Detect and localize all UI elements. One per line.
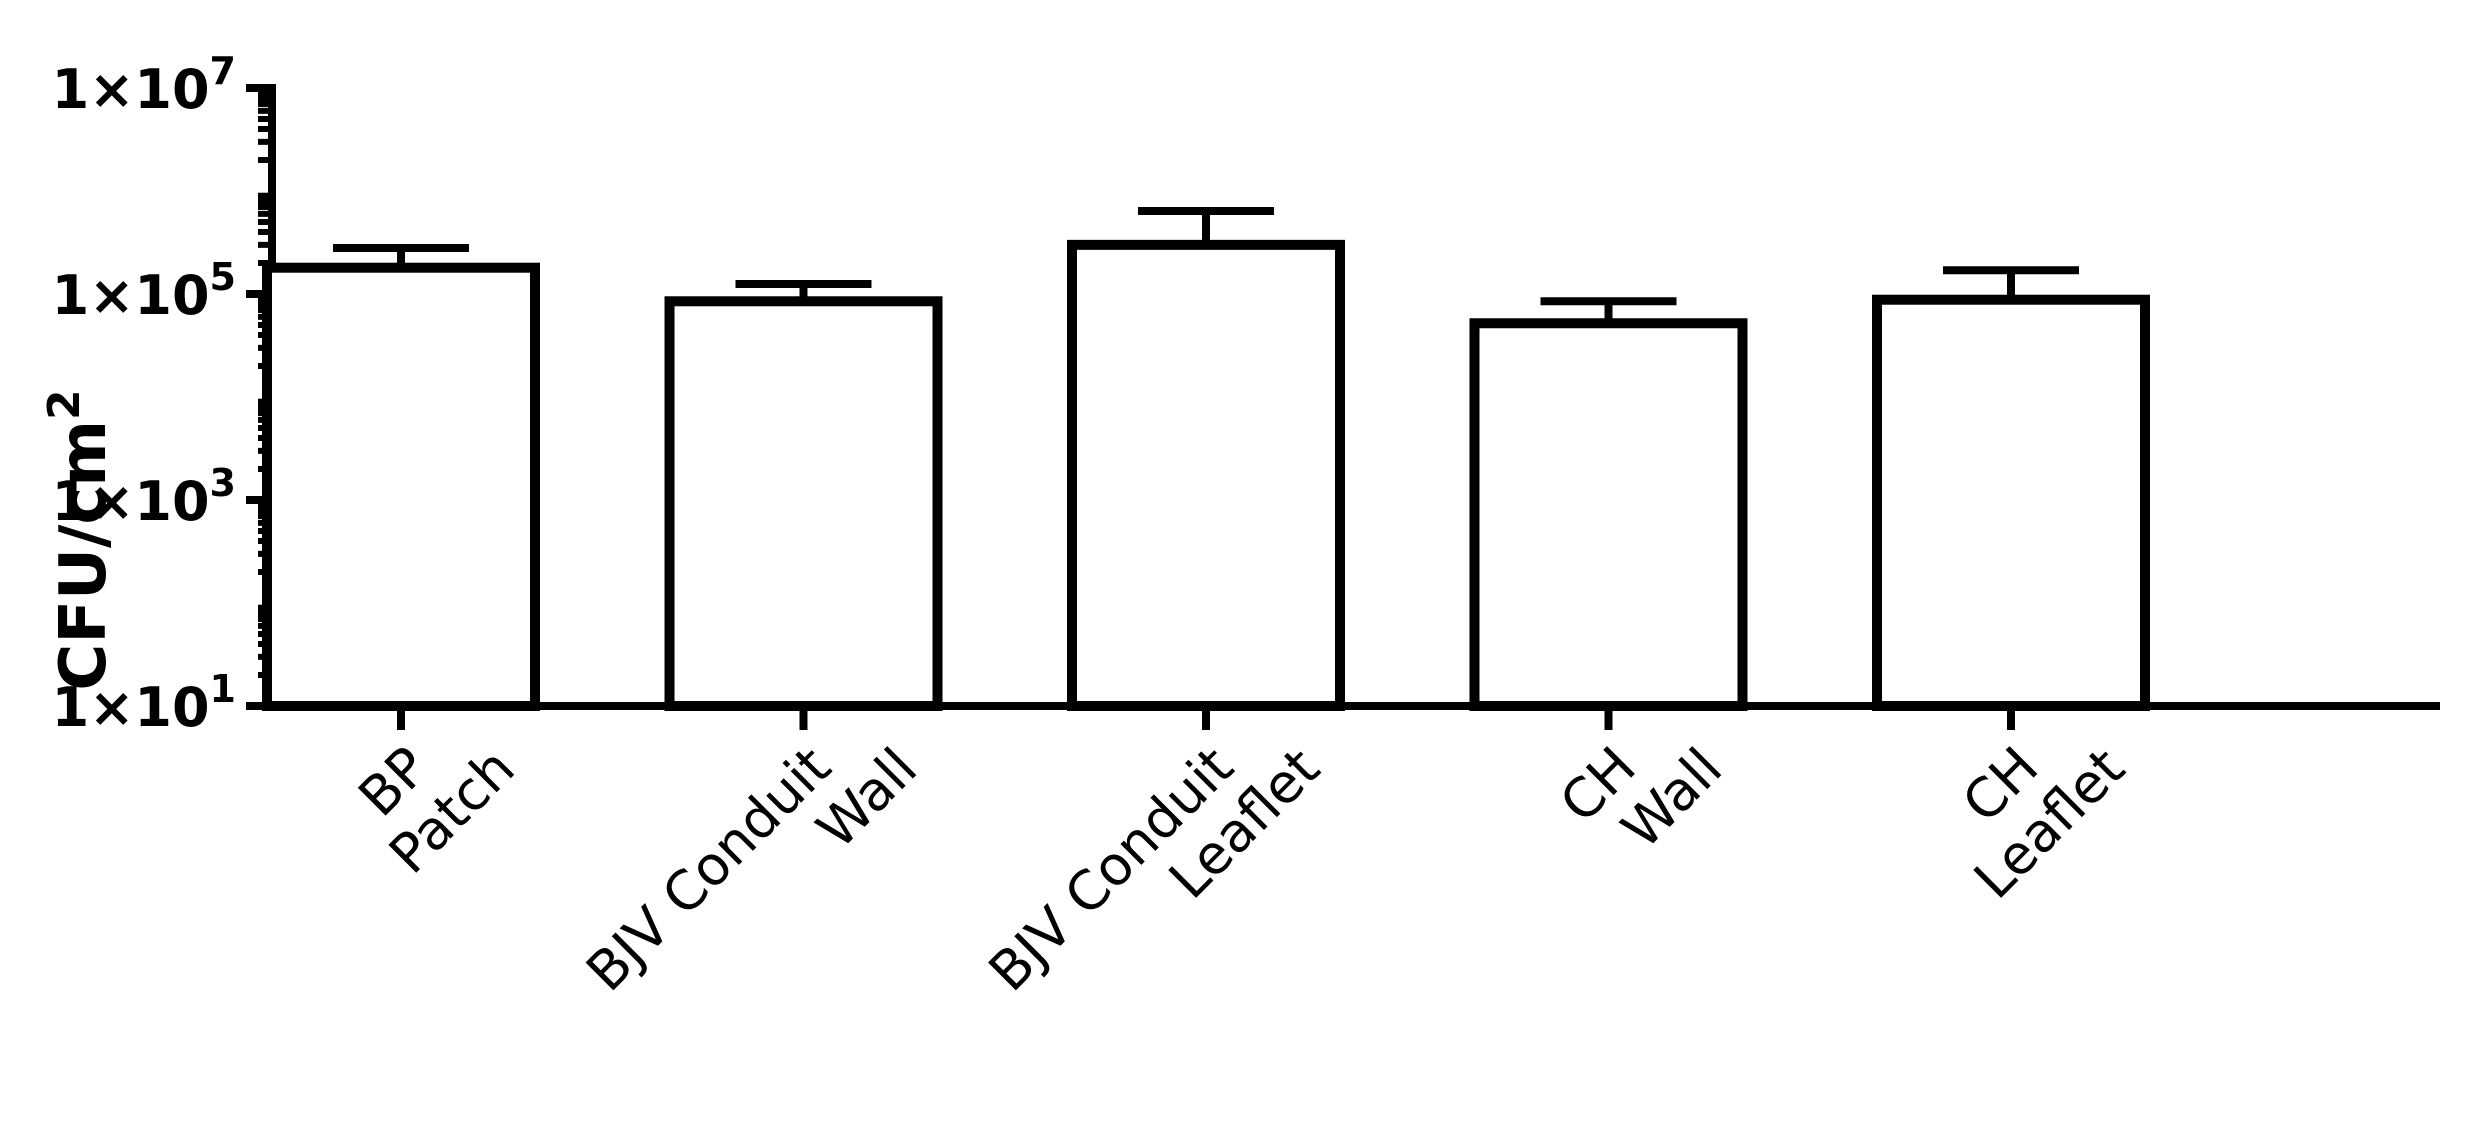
x-tick-label-line: BJV Conduit [574, 735, 843, 1004]
bar [1469, 318, 1748, 711]
y-tick-label: 1×103 [52, 461, 236, 533]
y-tick-exponent: 5 [210, 255, 236, 299]
y-tick-label: 1×107 [52, 49, 236, 121]
y-tick-base: 1×10 [52, 58, 210, 121]
y-axis-title: CFU/cm2 [39, 389, 121, 690]
y-tick-exponent: 3 [210, 461, 236, 505]
bar [1872, 294, 2150, 711]
y-tick-exponent: 1 [210, 667, 236, 711]
y-axis-title-superscript: 2 [39, 389, 90, 420]
y-tick-label: 1×101 [52, 667, 236, 739]
y-axis-title-text: CFU/cm [47, 420, 121, 691]
bars [262, 206, 2150, 711]
x-tick-label-line: Wall [805, 736, 929, 860]
y-tick-label: 1×105 [52, 255, 236, 327]
y-tick-base: 1×10 [52, 470, 210, 533]
y-tick-base: 1×10 [52, 676, 210, 739]
y-tick-exponent: 7 [210, 49, 236, 93]
y-tick-base: 1×10 [52, 264, 210, 327]
bar [1067, 239, 1345, 711]
x-tick-label-line: Wall [1610, 736, 1734, 860]
bar [664, 296, 943, 711]
svg-text:CFU/cm2: CFU/cm2 [39, 389, 121, 690]
bar [262, 262, 540, 711]
